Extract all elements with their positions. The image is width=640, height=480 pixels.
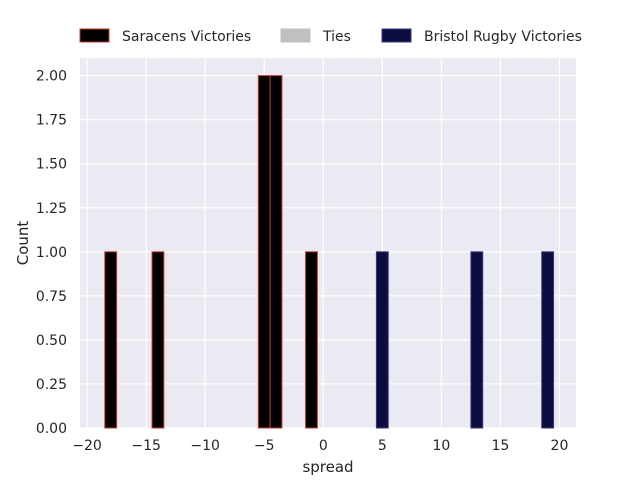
legend-swatch: [79, 28, 110, 43]
y-axis-label: Count: [14, 221, 32, 266]
y-tick-label: 1.00: [36, 245, 67, 261]
y-tick-labels: 0.00 0.25 0.50 0.75 1.00 1.25 1.50 1.75 2.00: [36, 69, 67, 437]
x-tick-label: 10: [432, 438, 450, 454]
y-tick-label: 0.50: [36, 333, 67, 349]
x-tick-label: 20: [551, 438, 569, 454]
y-tick-label: 1.25: [36, 201, 67, 217]
legend-item: Ties: [280, 28, 351, 45]
y-tick-label: 0.00: [36, 421, 67, 437]
histogram-bar: [104, 251, 118, 429]
legend-swatch: [280, 28, 311, 43]
x-tick-label: −20: [72, 438, 102, 454]
y-tick-label: 1.75: [36, 113, 67, 129]
x-tick-label: 0: [319, 438, 328, 454]
histogram-bar: [269, 75, 283, 429]
y-tick-label: 1.50: [36, 157, 67, 173]
bars: [104, 75, 555, 429]
legend: Saracens Victories Ties Bristol Rugby Vict…: [79, 28, 582, 45]
y-tick-label: 2.00: [36, 69, 67, 85]
x-tick-label: −10: [190, 438, 220, 454]
legend-item: Saracens Victories: [79, 28, 251, 45]
histogram-bar: [541, 251, 555, 429]
grid-lines: [80, 58, 576, 429]
x-tick-label: −15: [131, 438, 161, 454]
legend-label: Ties: [322, 29, 351, 45]
y-tick-label: 0.75: [36, 289, 67, 305]
y-tick-label: 0.25: [36, 377, 67, 393]
histogram-bar: [305, 251, 318, 429]
x-tick-label: 5: [378, 438, 387, 454]
legend-swatch: [381, 28, 412, 43]
x-tick-label: −5: [254, 438, 275, 454]
legend-label: Bristol Rugby Victories: [424, 29, 582, 45]
x-tick-label: 15: [492, 438, 510, 454]
x-tick-labels: −20 −15 −10 −5 0 5 10 15 20: [72, 438, 568, 454]
legend-item: Bristol Rugby Victories: [381, 28, 582, 45]
histogram-bar: [257, 75, 271, 429]
histogram-bar: [375, 251, 389, 429]
histogram-bar: [470, 251, 484, 429]
x-axis-label: spread: [302, 458, 353, 476]
legend-label: Saracens Victories: [122, 29, 251, 45]
histogram-bar: [151, 251, 165, 429]
